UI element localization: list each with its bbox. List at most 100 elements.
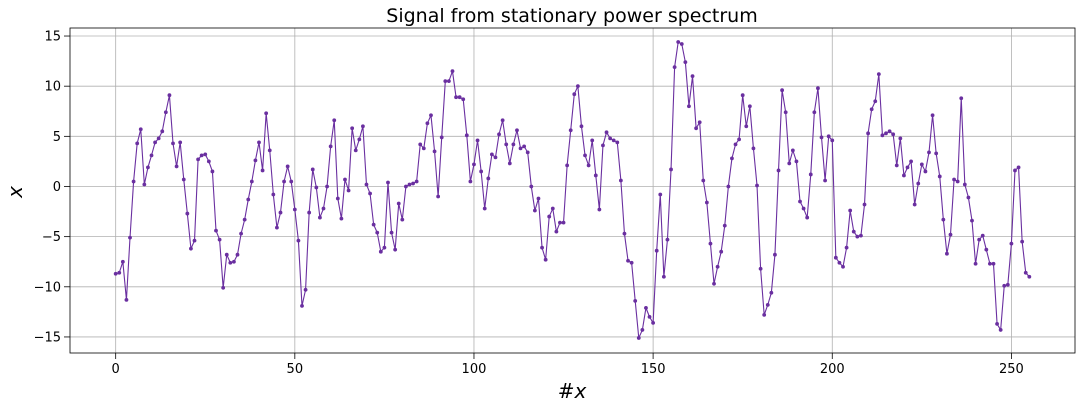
data-point	[210, 169, 215, 174]
data-point	[418, 142, 423, 147]
data-point	[712, 281, 716, 286]
data-point	[873, 99, 878, 104]
data-point	[730, 156, 734, 161]
data-point	[450, 69, 455, 74]
data-point	[525, 150, 530, 155]
data-point	[429, 113, 433, 118]
data-point	[568, 128, 573, 133]
data-point	[504, 142, 509, 147]
data-point	[973, 261, 978, 266]
data-point	[676, 40, 681, 44]
data-point	[572, 92, 577, 97]
data-point	[149, 153, 154, 158]
data-point	[303, 287, 308, 292]
data-point	[518, 146, 523, 151]
data-point	[733, 142, 738, 147]
data-point	[224, 252, 229, 257]
data-point	[181, 177, 186, 182]
data-point	[988, 261, 992, 266]
data-point	[608, 136, 613, 141]
data-point	[185, 211, 190, 216]
data-point	[217, 237, 222, 242]
data-point	[242, 217, 247, 222]
data-point	[862, 202, 867, 207]
data-point	[432, 149, 437, 154]
data-point	[457, 95, 462, 100]
data-point	[647, 314, 652, 319]
x-tick-label: 0	[112, 362, 120, 377]
data-point	[522, 144, 527, 149]
data-point	[665, 237, 670, 242]
data-point	[511, 142, 516, 147]
data-point	[228, 260, 233, 265]
data-point	[661, 274, 666, 279]
data-point	[747, 104, 752, 109]
data-point	[586, 163, 591, 168]
data-point	[489, 152, 494, 157]
data-point	[884, 131, 888, 136]
data-point	[640, 328, 645, 332]
data-point	[532, 208, 537, 213]
data-point	[350, 126, 355, 131]
data-point	[163, 110, 168, 115]
data-point	[436, 194, 441, 199]
data-point	[529, 184, 534, 189]
data-point	[142, 182, 147, 187]
axis-ticks: 0 50 100 150 200 250 −15 −10 −5 0 5 10 15	[34, 30, 1024, 377]
data-point	[952, 177, 956, 182]
y-axis-label: x	[3, 186, 27, 199]
data-point	[704, 200, 709, 205]
chart-title: Signal from stationary power spectrum	[386, 5, 757, 27]
data-point	[626, 258, 630, 263]
data-point	[558, 220, 562, 225]
data-point	[902, 173, 906, 178]
data-point	[554, 229, 559, 234]
data-point	[468, 179, 473, 184]
data-point	[400, 217, 405, 222]
data-point	[214, 228, 218, 233]
data-point	[414, 179, 419, 184]
data-point	[335, 196, 340, 201]
x-tick-label: 50	[287, 362, 304, 377]
data-point	[575, 84, 580, 89]
plot-background	[70, 28, 1075, 353]
data-point	[970, 218, 974, 223]
data-point	[131, 179, 136, 184]
data-point	[844, 245, 849, 250]
data-point	[472, 162, 476, 167]
data-point	[446, 79, 451, 84]
data-point	[407, 182, 412, 187]
data-point	[669, 167, 673, 172]
data-point	[941, 217, 946, 222]
data-point	[221, 285, 226, 290]
data-point	[421, 146, 426, 151]
data-point	[837, 260, 842, 265]
data-point	[454, 95, 458, 100]
plot-frame	[69, 27, 1076, 354]
data-point	[232, 259, 236, 264]
data-point	[153, 140, 157, 145]
data-point	[364, 182, 369, 187]
data-point	[715, 264, 720, 269]
data-point	[282, 179, 286, 184]
data-point	[1020, 239, 1025, 244]
data-point	[962, 182, 967, 187]
data-point	[855, 234, 860, 239]
data-point	[934, 151, 939, 156]
data-point	[876, 72, 881, 77]
data-point	[644, 305, 648, 310]
data-point	[203, 152, 208, 157]
data-point	[339, 216, 344, 221]
data-point	[482, 206, 487, 211]
data-point	[737, 137, 741, 142]
data-point	[597, 207, 602, 212]
data-point	[776, 168, 781, 173]
y-tick-label: 0	[53, 180, 61, 195]
data-point	[321, 206, 326, 211]
data-point	[278, 210, 283, 215]
data-point	[375, 230, 380, 235]
data-point	[769, 290, 774, 295]
data-point	[909, 159, 913, 164]
data-point	[787, 161, 792, 166]
data-point	[314, 185, 319, 190]
